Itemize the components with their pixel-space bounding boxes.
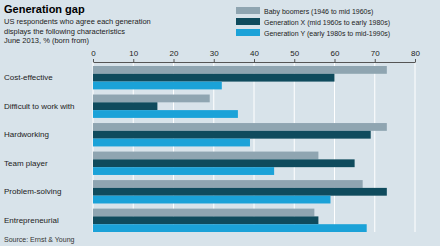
category-label: Difficult to work with xyxy=(4,102,75,111)
tick-label: 60 xyxy=(331,49,340,58)
subtitle: June 2013, % (born from) xyxy=(4,36,90,45)
grid-line xyxy=(334,62,335,232)
tick: 80 xyxy=(411,49,420,62)
tick: 30 xyxy=(210,49,219,62)
bar xyxy=(93,74,335,82)
category-tick: Hardworking xyxy=(4,130,93,139)
tick-mark xyxy=(214,59,215,62)
bar xyxy=(93,159,355,167)
grid xyxy=(93,62,415,232)
bar xyxy=(93,152,318,160)
bar xyxy=(93,110,238,118)
bar xyxy=(93,82,222,90)
tick-label: 30 xyxy=(210,49,219,58)
tick-label: 20 xyxy=(170,49,179,58)
category-label: Problem-solving xyxy=(4,187,61,196)
subtitle: displays the following characteristics xyxy=(4,27,125,36)
tick-label: 70 xyxy=(371,49,380,58)
source: Source: Ernst & Young xyxy=(4,236,75,244)
y-axis: Cost-effective Difficult to work with Hard… xyxy=(4,73,93,225)
axis-line xyxy=(94,62,416,63)
bar xyxy=(93,196,330,204)
bars xyxy=(93,66,387,232)
tick-label: 50 xyxy=(290,49,299,58)
title: Generation gap xyxy=(4,3,85,15)
x-axis: 0 10 20 30 40 50 60 70 80 xyxy=(91,49,420,63)
tick: 20 xyxy=(170,49,179,62)
tick: 70 xyxy=(371,49,380,62)
bar xyxy=(93,167,274,175)
background xyxy=(0,0,440,246)
tick-mark xyxy=(174,59,175,62)
bar xyxy=(93,123,387,131)
tick-mark xyxy=(415,59,416,62)
category-label: Cost-effective xyxy=(4,73,53,82)
chart: Generation gap US respondents who agree e… xyxy=(0,0,440,246)
legend-swatch xyxy=(236,7,260,14)
category-label: Hardworking xyxy=(4,130,49,139)
tick: 50 xyxy=(290,49,299,62)
category-tick: Problem-solving xyxy=(4,187,93,196)
bar xyxy=(93,224,367,232)
category-label: Team player xyxy=(4,159,48,168)
tick-mark xyxy=(375,59,376,62)
grid-line xyxy=(415,62,416,232)
category-tick: Team player xyxy=(4,159,93,168)
tick-mark xyxy=(294,59,295,62)
legend-label: Baby boomers (1946 to mid 1960s) xyxy=(264,8,373,16)
category-tick: Difficult to work with xyxy=(4,102,93,111)
grid-line xyxy=(374,62,375,232)
legend-swatch xyxy=(236,18,260,25)
grid-line xyxy=(294,62,295,232)
bar xyxy=(93,139,250,147)
tick: 40 xyxy=(250,49,259,62)
bar xyxy=(93,216,318,224)
bar xyxy=(93,102,157,110)
tick-mark xyxy=(133,59,134,62)
tick-mark xyxy=(254,59,255,62)
legend-label: Generation X (mid 1960s to early 1980s) xyxy=(264,19,390,27)
legend-swatch xyxy=(236,29,260,36)
tick-label: 80 xyxy=(411,49,420,58)
bar xyxy=(93,66,387,74)
tick-label: 0 xyxy=(91,49,96,58)
category-label: Entrepreneurial xyxy=(4,216,59,225)
tick: 10 xyxy=(129,49,138,62)
legend: Baby boomers (1946 to mid 1960s) Generati… xyxy=(236,7,390,38)
bar xyxy=(93,95,210,103)
legend-label: Generation Y (early 1980s to mid-1990s) xyxy=(264,30,390,38)
tick-mark xyxy=(335,59,336,62)
category-tick: Entrepreneurial xyxy=(4,216,93,225)
tick-mark xyxy=(93,59,94,62)
subtitle: US respondents who agree each generation xyxy=(4,17,151,26)
bar xyxy=(93,188,387,196)
bar xyxy=(93,209,314,217)
tick: 0 xyxy=(91,49,96,62)
bar xyxy=(93,180,363,188)
category-tick: Cost-effective xyxy=(4,73,93,82)
bar xyxy=(93,131,371,139)
tick: 60 xyxy=(331,49,340,62)
grid-line xyxy=(254,62,255,232)
tick-label: 40 xyxy=(250,49,259,58)
tick-label: 10 xyxy=(129,49,138,58)
